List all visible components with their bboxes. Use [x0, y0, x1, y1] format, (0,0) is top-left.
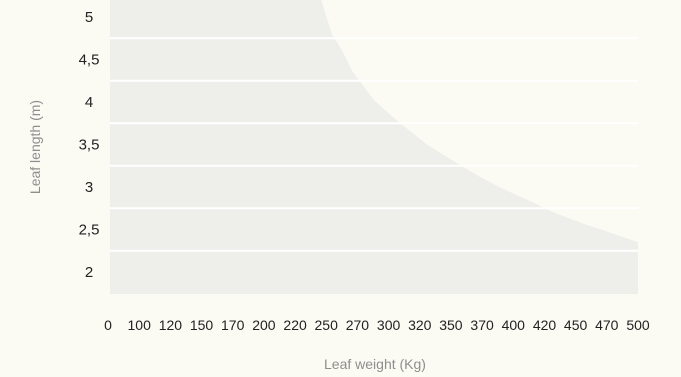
x-tick-label: 100 — [128, 317, 152, 333]
x-tick-label: 370 — [470, 317, 494, 333]
x-axis-ticks: 0 100 120 150 170 200 220 250 270 300 320 350 370 400… — [104, 317, 650, 333]
x-tick-label: 450 — [564, 317, 588, 333]
x-tick-label: 400 — [502, 317, 526, 333]
x-tick-label: 120 — [159, 317, 183, 333]
x-tick-label: 270 — [346, 317, 370, 333]
x-tick-label: 350 — [439, 317, 463, 333]
x-tick-label: 500 — [626, 317, 650, 333]
y-axis-label: Leaf length (m) — [27, 100, 43, 194]
x-tick-label: 470 — [595, 317, 619, 333]
x-tick-label: 300 — [377, 317, 401, 333]
y-tick-label: 3 — [85, 179, 93, 196]
y-tick-label: 4 — [85, 94, 93, 111]
area-series — [110, 0, 638, 294]
x-tick-label: 220 — [283, 317, 307, 333]
x-tick-label: 0 — [104, 317, 112, 333]
x-tick-label: 250 — [315, 317, 339, 333]
grid-lines — [110, 37, 638, 252]
y-tick-label: 2 — [85, 264, 93, 281]
x-tick-label: 170 — [221, 317, 245, 333]
y-tick-label: 3,5 — [79, 137, 100, 154]
y-axis-ticks: 2 2,5 3 3,5 4 4,5 5 — [79, 9, 100, 281]
x-tick-label: 320 — [408, 317, 432, 333]
x-tick-label: 150 — [190, 317, 214, 333]
y-tick-label: 5 — [85, 9, 93, 26]
y-tick-label: 4,5 — [79, 52, 100, 69]
y-tick-label: 2,5 — [79, 222, 100, 239]
x-tick-label: 420 — [533, 317, 557, 333]
x-axis-label: Leaf weight (Kg) — [324, 356, 426, 372]
x-tick-label: 200 — [252, 317, 276, 333]
